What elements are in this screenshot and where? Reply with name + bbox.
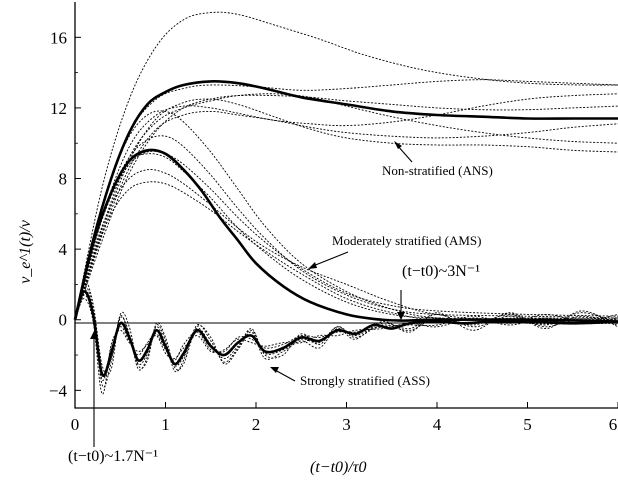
annotation-ass: Strongly stratified (ASS) bbox=[300, 373, 430, 388]
x-tick-label: 4 bbox=[433, 415, 442, 434]
annotation-ams: Moderately stratified (AMS) bbox=[332, 233, 481, 248]
x-tick-label: 3 bbox=[342, 415, 351, 434]
annotation-t3: (t−t0)~3N⁻¹ bbox=[402, 263, 480, 280]
axes bbox=[74, 2, 618, 409]
series-line-realization-16 bbox=[74, 285, 618, 388]
series-line-realization-18 bbox=[74, 280, 618, 376]
y-tick-label: −4 bbox=[49, 381, 68, 400]
series-line-realization-4 bbox=[74, 79, 618, 320]
x-tick-label: 2 bbox=[252, 415, 261, 434]
x-tick-label: 6 bbox=[609, 415, 618, 434]
series-line-realization-19 bbox=[74, 294, 618, 381]
series-line-realization-13 bbox=[74, 169, 618, 325]
arrowhead-ams bbox=[308, 262, 317, 269]
x-tick-label: 0 bbox=[71, 415, 80, 434]
arrow-ams bbox=[312, 251, 349, 267]
arrowhead-ans bbox=[394, 141, 402, 149]
series-line-realization-9 bbox=[74, 110, 618, 320]
arrowhead-t17 bbox=[90, 331, 98, 339]
series-line-realization-10 bbox=[74, 135, 618, 320]
y-axis-label: v_e^1(t)/v bbox=[17, 219, 34, 284]
arrow-ass bbox=[274, 369, 296, 382]
y-tick-label: 12 bbox=[50, 99, 67, 118]
series-line-mean-2 bbox=[73, 290, 618, 378]
y-tick-label: 4 bbox=[59, 240, 68, 259]
arrowhead-t3 bbox=[397, 312, 405, 320]
series-line-realization-6 bbox=[74, 98, 618, 320]
x-axis-label: (t−t0)/τ0 bbox=[310, 459, 367, 476]
series-line-mean-0 bbox=[73, 80, 618, 320]
y-tick-label: 0 bbox=[59, 311, 68, 330]
y-tick-label: 8 bbox=[59, 170, 68, 189]
arrowhead-ass bbox=[270, 367, 279, 373]
series-line-realization-15 bbox=[74, 150, 618, 320]
series-line-realization-17 bbox=[74, 298, 618, 395]
series-line-realization-7 bbox=[74, 94, 618, 320]
axes-frame bbox=[74, 2, 618, 409]
annotation-t17: (t−t0)~1.7N⁻¹ bbox=[68, 448, 158, 465]
series-line-realization-14 bbox=[74, 153, 618, 321]
series-line-realization-12 bbox=[74, 181, 618, 321]
y-tick-label: 16 bbox=[50, 28, 67, 47]
x-tick-label: 1 bbox=[161, 415, 170, 434]
series-line-realization-8 bbox=[74, 93, 618, 320]
x-tick-label: 5 bbox=[523, 415, 532, 434]
series-line-mean-1 bbox=[73, 148, 618, 323]
series-line-realization-11 bbox=[74, 110, 618, 322]
series-line-realization-5 bbox=[74, 93, 618, 320]
series-layer bbox=[73, 11, 618, 395]
annotation-ans: Non-stratified (ANS) bbox=[382, 163, 493, 178]
series-line-realization-3 bbox=[74, 11, 618, 320]
series-line-realization-20 bbox=[74, 289, 618, 376]
